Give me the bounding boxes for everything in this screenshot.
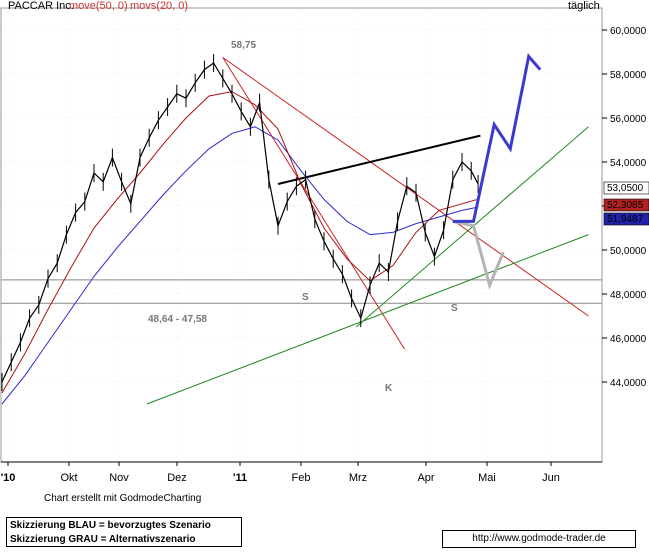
head-label: K	[385, 383, 393, 394]
chart-title: PACCAR Inc.	[8, 0, 74, 12]
trendline	[222, 57, 589, 317]
legend-grey: Skizzierung GRAU = Alternativszenario	[10, 534, 196, 545]
x-tick-label: Mrz	[349, 472, 367, 484]
x-tick-label: Mai	[478, 472, 496, 484]
shoulder-left-label: S	[302, 292, 309, 303]
x-axis: '10 Okt Nov Dez '11 Feb Mrz Apr Mai Jun	[1, 461, 602, 484]
last-value-badge-bg	[603, 212, 649, 226]
y-tick-label: 58,0000	[610, 70, 647, 81]
indicator-move-label: move(50, 0)	[69, 0, 128, 12]
trendline	[146, 234, 589, 405]
last-value-badges: 53,0500 52,3085 51,9487	[603, 181, 649, 226]
y-tick-label: 56,0000	[610, 114, 647, 125]
last-value-badge: 51,9487	[607, 214, 644, 225]
y-tick-label: 54,0000	[610, 158, 647, 169]
movs-line	[1, 91, 479, 394]
trendlines	[146, 57, 589, 405]
chart-grid	[1, 8, 602, 462]
scenario-legend: Skizzierung BLAU = bevorzugtes Szenario …	[6, 517, 242, 547]
scenario-sketches	[452, 53, 542, 290]
support-zone	[1, 279, 602, 304]
close-line	[1, 62, 479, 383]
x-tick-label: Feb	[292, 472, 311, 484]
x-tick-label: Okt	[60, 472, 77, 484]
moving-averages	[1, 91, 479, 405]
move-line	[1, 126, 479, 405]
timeframe-label: täglich	[568, 0, 600, 12]
last-value-badge-bg	[603, 198, 649, 212]
chart-credit: Chart erstellt mit GodmodeCharting	[44, 493, 202, 504]
source-url[interactable]: http://www.godmode-trader.de	[442, 530, 636, 548]
scenario-grey	[452, 219, 505, 290]
y-tick-label: 60,0000	[610, 26, 647, 37]
scenario-blue	[452, 53, 542, 223]
y-tick-label: 44,0000	[610, 378, 647, 389]
zone-label: 48,64 - 47,58	[148, 314, 207, 325]
annotations: 58,75 48,64 - 47,58 S S K	[148, 40, 458, 394]
y-tick-label: 48,0000	[610, 290, 647, 301]
shoulder-right-label: S	[451, 303, 458, 314]
legend-blue: Skizzierung BLAU = bevorzugtes Szenario	[10, 520, 211, 531]
x-tick-label: Apr	[417, 472, 434, 484]
y-tick-label: 46,0000	[610, 334, 647, 345]
price-series	[1, 54, 479, 391]
x-tick-label: '10	[1, 472, 16, 484]
trendline	[222, 57, 405, 350]
last-value-badge: 52,3085	[607, 200, 644, 211]
last-value-badge-bg	[603, 181, 649, 195]
x-tick-label: Jun	[542, 472, 560, 484]
trendline	[277, 134, 481, 185]
indicator-movs-label: movs(20, 0)	[130, 0, 188, 12]
y-tick-label: 50,0000	[610, 246, 647, 257]
high-label: 58,75	[231, 40, 256, 51]
x-tick-label: Nov	[109, 472, 129, 484]
last-value-badge: 53,0500	[607, 183, 644, 194]
x-tick-label: '11	[233, 472, 247, 484]
x-tick-label: Dez	[167, 472, 187, 484]
